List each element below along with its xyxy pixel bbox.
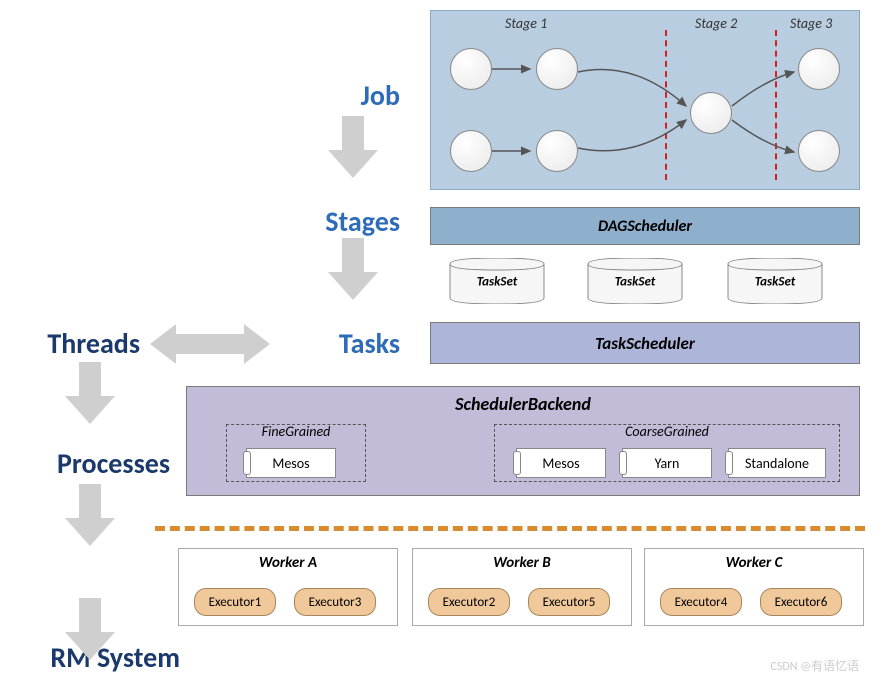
label-job: Job — [250, 78, 400, 113]
taskset: TaskSet — [442, 258, 552, 304]
dag-node — [798, 48, 840, 90]
chip-label: Standalone — [745, 455, 809, 472]
dag-node — [450, 48, 492, 90]
label-processes: Processes — [0, 446, 170, 481]
watermark: CSDN @有语忆语 — [771, 657, 859, 674]
worker-title: Worker B — [413, 549, 631, 574]
arrow-down-icon — [65, 362, 115, 424]
taskset: TaskSet — [580, 258, 690, 304]
worker-title: Worker A — [179, 549, 397, 574]
chip-label: Mesos — [542, 455, 579, 472]
orange-divider — [155, 526, 865, 531]
executor: Executor5 — [528, 588, 610, 616]
dag-node — [690, 92, 732, 134]
label-stages: Stages — [250, 204, 400, 239]
executor: Executor6 — [760, 588, 842, 616]
coarse-grained-title: CoarseGrained — [625, 423, 709, 440]
task-scheduler-bar: TaskScheduler — [430, 322, 860, 364]
executor: Executor4 — [660, 588, 742, 616]
taskset: TaskSet — [720, 258, 830, 304]
chip-edge-icon — [513, 451, 521, 475]
chip-edge-icon — [725, 451, 733, 475]
label-tasks: Tasks — [250, 326, 400, 361]
taskset-label: TaskSet — [755, 275, 796, 290]
worker-title: Worker C — [645, 549, 863, 574]
chip-standalone: Standalone — [728, 448, 826, 478]
fine-grained-title: FineGrained — [262, 423, 331, 440]
executor: Executor3 — [294, 588, 376, 616]
arrow-down-icon — [328, 238, 378, 300]
chip-edge-icon — [619, 451, 627, 475]
arrow-down-icon — [328, 116, 378, 178]
label-threads: Threads — [0, 326, 140, 361]
dag-edges — [430, 10, 860, 190]
dag-scheduler-bar: DAGScheduler — [430, 207, 860, 245]
chip-edge-icon — [243, 451, 251, 475]
executor: Executor2 — [428, 588, 510, 616]
executor: Executor1 — [194, 588, 276, 616]
taskset-label: TaskSet — [615, 275, 656, 290]
chip-mesos-fine: Mesos — [246, 448, 336, 478]
chip-yarn: Yarn — [622, 448, 712, 478]
chip-mesos-coarse: Mesos — [516, 448, 606, 478]
dag-node — [536, 48, 578, 90]
arrow-down-icon — [65, 598, 115, 660]
arrow-down-icon — [65, 484, 115, 546]
dag-node — [798, 130, 840, 172]
dag-node — [450, 130, 492, 172]
taskset-label: TaskSet — [477, 275, 518, 290]
scheduler-backend-title: SchedulerBackend — [187, 387, 859, 417]
dag-node — [536, 130, 578, 172]
chip-label: Yarn — [655, 455, 680, 472]
arrow-double-icon — [150, 322, 270, 366]
chip-label: Mesos — [272, 455, 309, 472]
